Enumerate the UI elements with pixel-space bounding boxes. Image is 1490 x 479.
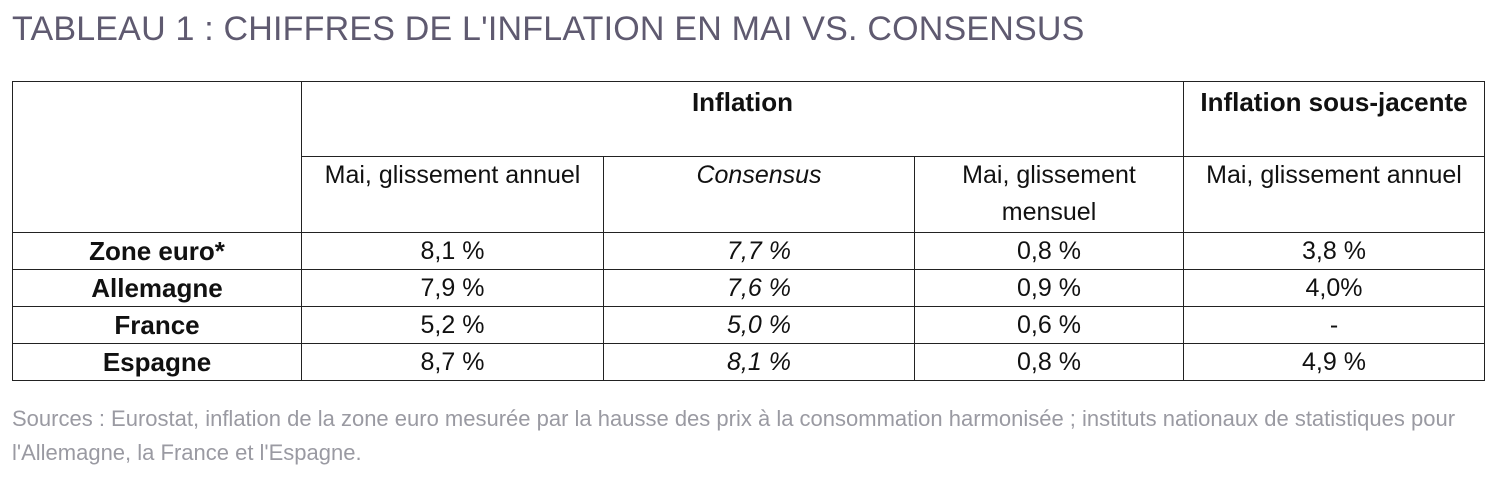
table-row: Zone euro* 8,1 % 7,7 % 0,8 % 3,8 % <box>12 232 1485 270</box>
group-header-core-inflation: Inflation sous-jacente <box>1183 81 1485 157</box>
cell-may-annual: 8,7 % <box>301 343 604 381</box>
row-label: Espagne <box>12 343 302 381</box>
cell-may-annual: 7,9 % <box>301 269 604 307</box>
subheader-may-annual: Mai, glissement annuel <box>301 156 604 233</box>
cell-may-monthly: 0,6 % <box>914 306 1184 344</box>
subheader-core-may-annual: Mai, glissement annuel <box>1183 156 1485 233</box>
cell-core-annual: 4,0% <box>1183 269 1485 307</box>
subheader-may-monthly: Mai, glissement mensuel <box>914 156 1184 233</box>
cell-may-monthly: 0,9 % <box>914 269 1184 307</box>
group-header-inflation: Inflation <box>301 81 1184 157</box>
cell-consensus: 7,6 % <box>603 269 915 307</box>
cell-consensus: 5,0 % <box>603 306 915 344</box>
cell-may-annual: 5,2 % <box>301 306 604 344</box>
row-label: Allemagne <box>12 269 302 307</box>
inflation-table: Inflation Inflation sous-jacente Mai, gl… <box>12 81 1485 381</box>
cell-may-annual: 8,1 % <box>301 232 604 270</box>
table-subheader-row: Mai, glissement annuel Consensus Mai, gl… <box>13 156 1485 233</box>
cell-consensus: 8,1 % <box>603 343 915 381</box>
table-group-header-row: Inflation Inflation sous-jacente <box>12 81 1485 233</box>
table-row: Espagne 8,7 % 8,1 % 0,8 % 4,9 % <box>12 343 1485 381</box>
table-row: Allemagne 7,9 % 7,6 % 0,9 % 4,0% <box>12 269 1485 307</box>
cell-core-annual: 3,8 % <box>1183 232 1485 270</box>
row-label: Zone euro* <box>12 232 302 270</box>
cell-core-annual: - <box>1183 306 1485 344</box>
page-title: TABLEAU 1 : CHIFFRES DE L'INFLATION EN M… <box>12 10 1085 48</box>
cell-core-annual: 4,9 % <box>1183 343 1485 381</box>
cell-may-monthly: 0,8 % <box>914 343 1184 381</box>
table-corner-cell <box>12 81 302 233</box>
cell-may-monthly: 0,8 % <box>914 232 1184 270</box>
table-row: France 5,2 % 5,0 % 0,6 % - <box>12 306 1485 344</box>
source-note: Sources : Eurostat, inflation de la zone… <box>12 406 1456 465</box>
subheader-consensus: Consensus <box>603 156 915 233</box>
row-label: France <box>12 306 302 344</box>
cell-consensus: 7,7 % <box>603 232 915 270</box>
